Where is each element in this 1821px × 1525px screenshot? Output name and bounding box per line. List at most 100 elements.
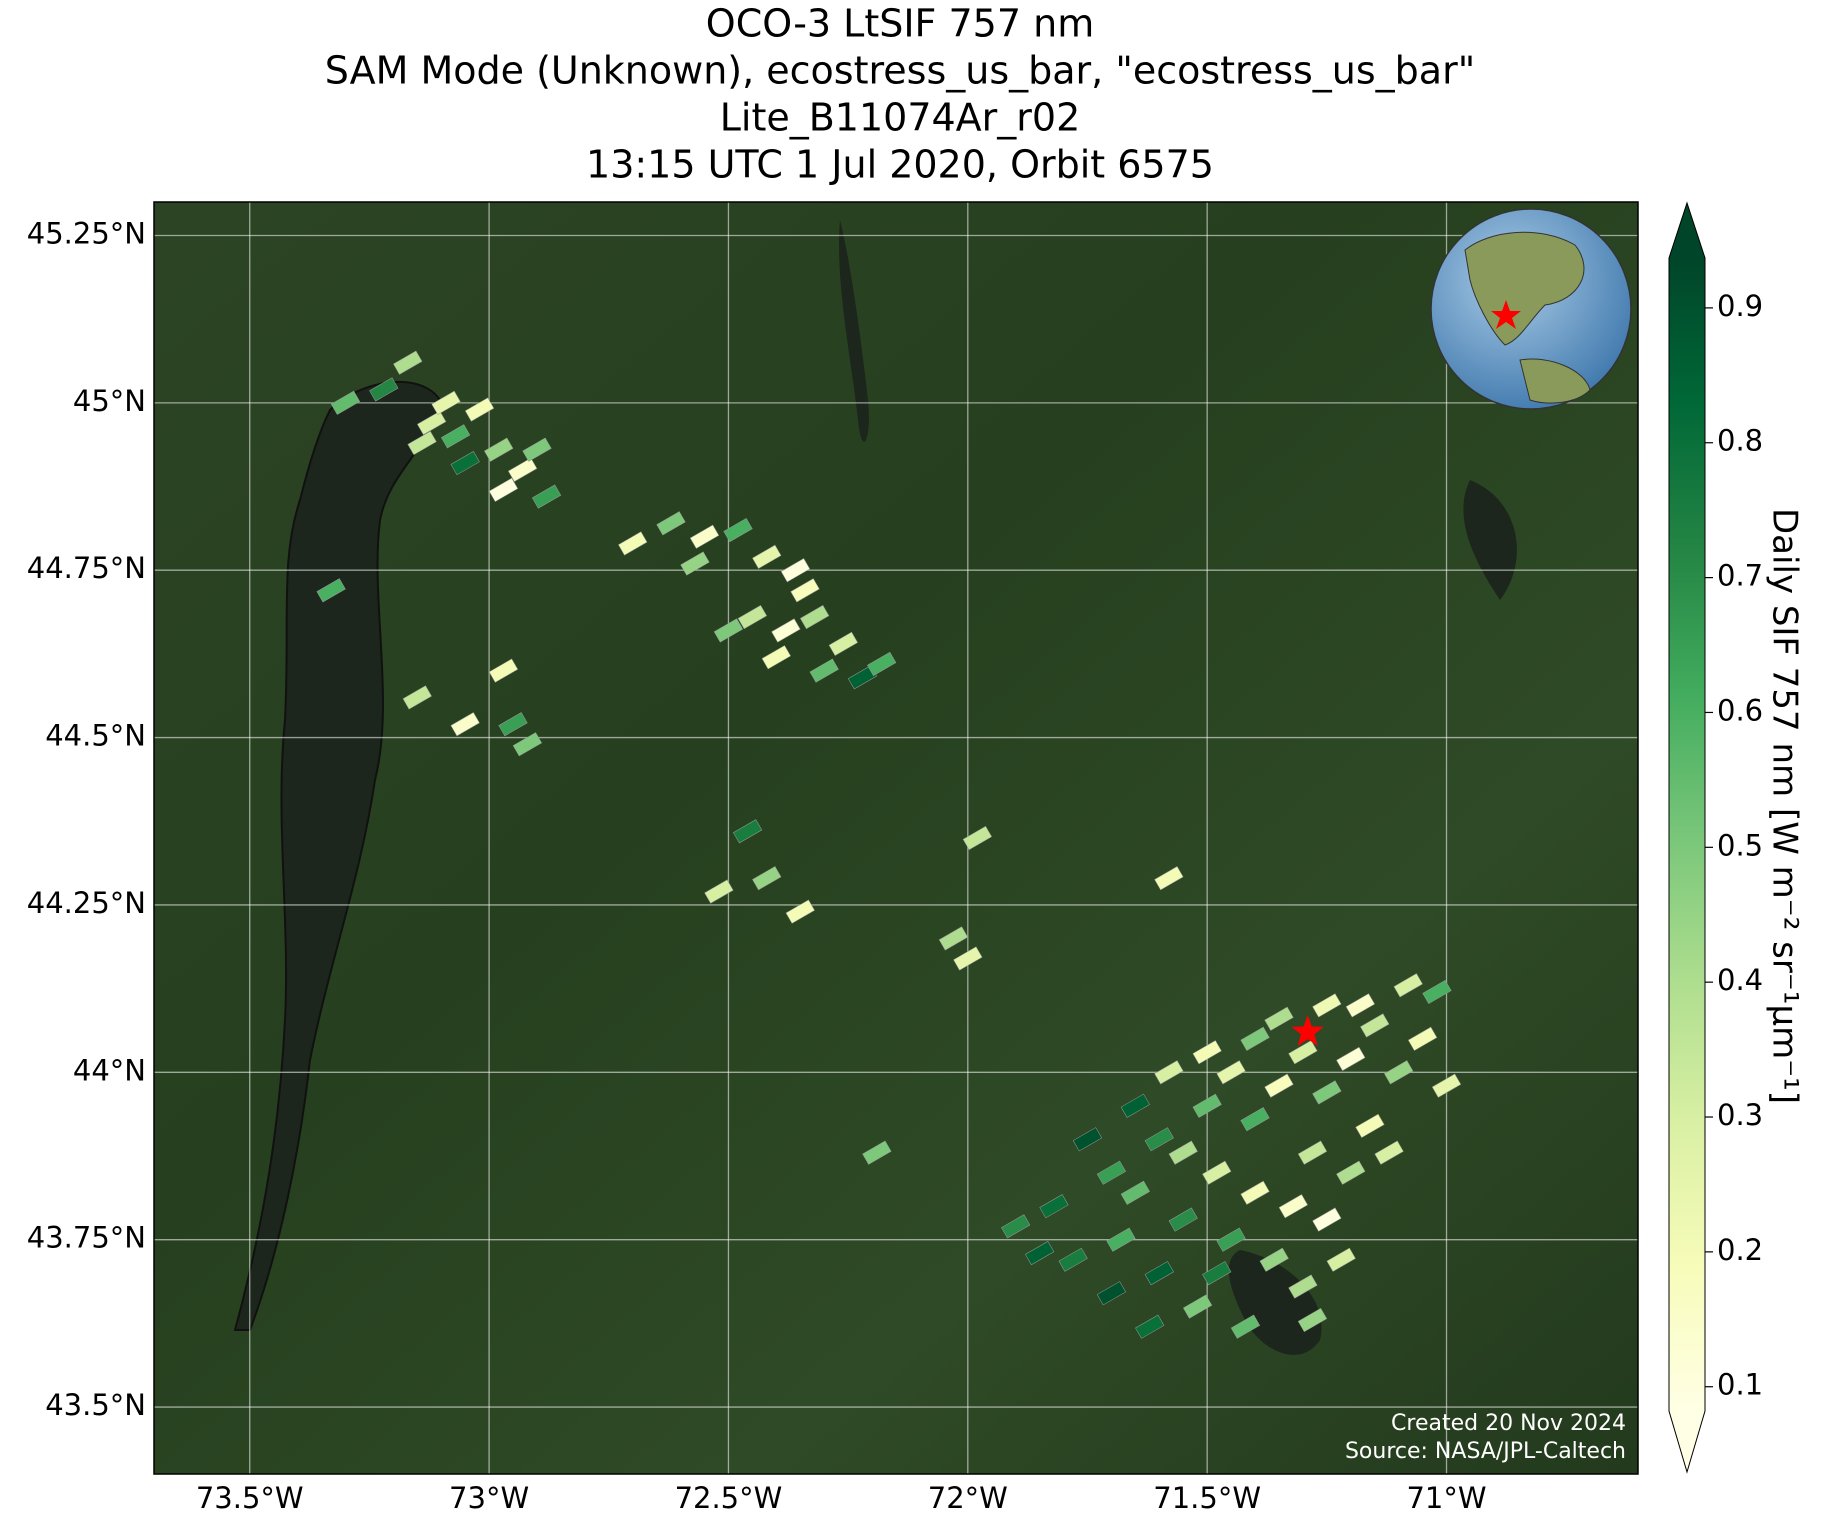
sif-pixel	[1288, 1274, 1318, 1299]
x-tick-label: 71°W	[1406, 1481, 1486, 1515]
annotation: Created 20 Nov 2024	[1391, 1411, 1626, 1436]
sif-pixel	[752, 544, 782, 569]
sif-pixel	[828, 631, 858, 656]
sif-pixel	[1312, 1207, 1342, 1232]
sif-pixel	[1120, 1093, 1150, 1118]
sif-pixel	[1278, 1194, 1308, 1219]
x-tick-label: 73°W	[449, 1481, 529, 1515]
sif-pixel	[1120, 1180, 1150, 1205]
sif-pixel	[790, 578, 820, 603]
sif-pixel	[512, 732, 542, 757]
sif-pixel	[1297, 1140, 1328, 1165]
sif-pixel	[431, 390, 461, 415]
sif-pixel	[393, 350, 423, 375]
sif-pixel	[862, 1140, 892, 1165]
sif-pixel	[531, 484, 562, 509]
sif-pixel	[752, 866, 782, 891]
sif-pixel	[484, 437, 514, 462]
x-tick-label: 72.5°W	[675, 1481, 783, 1515]
sif-pixel	[1135, 1314, 1165, 1339]
sif-pixel	[488, 658, 519, 683]
sif-pixel	[450, 451, 480, 476]
sif-pixel	[1312, 1080, 1342, 1105]
x-tick-label: 72°W	[928, 1481, 1008, 1515]
sif-pixel	[1168, 1207, 1198, 1232]
colorbar-tick-label: 0.4	[1717, 963, 1763, 997]
sif-pixel	[1039, 1194, 1069, 1219]
sif-pixel	[713, 618, 744, 643]
continent	[1464, 231, 1585, 346]
colorbar-tick-label: 0.8	[1717, 424, 1763, 458]
colorbar: 0.1 0.2 0.3 0.4 0.5 0.6 0.7 0.8 0.9	[1668, 201, 1763, 1474]
sif-pixel	[1360, 1013, 1390, 1038]
map-frame	[153, 201, 1639, 1475]
sif-pixel	[1182, 1294, 1213, 1319]
sif-pixel	[1216, 1227, 1246, 1252]
sif-pixel	[867, 651, 897, 676]
sif-pixel	[809, 658, 839, 683]
colorbar-tick-label: 0.1	[1717, 1368, 1763, 1402]
sif-pixel	[785, 899, 815, 924]
grid	[154, 202, 1638, 1474]
sif-pixel	[1297, 1307, 1328, 1333]
sif-pixel	[1264, 1006, 1294, 1031]
sif-pixel	[733, 819, 763, 844]
sif-pixel	[1144, 1127, 1174, 1152]
sif-pixel	[508, 457, 538, 482]
sif-pixel	[1216, 1060, 1246, 1085]
y-tick-label: 44.75°N	[27, 551, 146, 585]
y-tick-label: 45°N	[73, 384, 146, 418]
sif-pixel	[618, 531, 648, 556]
sif-pixel	[953, 946, 983, 971]
sif-pixel	[1393, 973, 1423, 998]
sif-pixel	[962, 825, 992, 851]
sif-pixel	[1312, 993, 1342, 1018]
sif-pixel	[938, 926, 969, 951]
sif-pixel	[1192, 1040, 1222, 1065]
sif-pixel	[780, 558, 811, 583]
sif-pixel	[689, 524, 720, 549]
title-line: 13:15 UTC 1 Jul 2020, Orbit 6575	[586, 143, 1214, 187]
sif-pixel	[1154, 866, 1184, 891]
sif-pixel	[761, 645, 791, 670]
sif-pixel	[1001, 1214, 1031, 1239]
colorbar-tick-label: 0.7	[1717, 559, 1763, 593]
sif-pixel	[1355, 1113, 1385, 1138]
colorbar-tick-label: 0.6	[1717, 693, 1763, 727]
sif-pixel	[1422, 979, 1452, 1005]
colorbar-tick-label: 0.5	[1717, 828, 1763, 862]
y-tick-label: 45.25°N	[27, 216, 146, 250]
sif-pixel	[680, 551, 710, 576]
sif-pixel	[464, 397, 495, 422]
sif-pixel	[723, 518, 753, 543]
sif-pixel	[1336, 1160, 1366, 1185]
sif-pixels	[316, 350, 1462, 1339]
sif-pixel	[498, 712, 528, 737]
sif-pixel	[1106, 1227, 1136, 1252]
colorbar-extend	[1669, 1411, 1705, 1472]
annotation: Source: NASA/JPL-Caltech	[1345, 1439, 1626, 1464]
title-line: SAM Mode (Unknown), ecostress_us_bar, "e…	[325, 49, 1475, 93]
sif-pixel	[737, 605, 767, 630]
map-background	[154, 202, 1638, 1474]
sif-pixel	[656, 511, 686, 536]
sif-pixel	[1240, 1180, 1270, 1205]
sif-pixel	[316, 578, 346, 603]
sif-pixel	[1240, 1026, 1270, 1051]
title-line: Lite_B11074Ar_r02	[720, 96, 1081, 140]
colorbar-label: Daily SIF 757 nm [W m⁻² sr⁻¹μm⁻¹]	[1765, 508, 1805, 1104]
sif-pixel	[1202, 1160, 1232, 1185]
y-tick-label: 44.5°N	[45, 719, 146, 753]
sif-pixel	[1154, 1060, 1184, 1085]
site-marker	[1291, 1015, 1324, 1046]
sif-pixel	[1168, 1140, 1198, 1165]
sif-pixel	[407, 430, 437, 456]
sif-pixel	[488, 477, 519, 502]
sif-pixel	[522, 437, 552, 462]
sif-pixel	[450, 712, 480, 737]
sif-pixel	[1202, 1261, 1232, 1286]
lake	[233, 380, 442, 1331]
y-tick-label: 43.5°N	[45, 1388, 146, 1422]
sif-pixel	[369, 377, 399, 402]
